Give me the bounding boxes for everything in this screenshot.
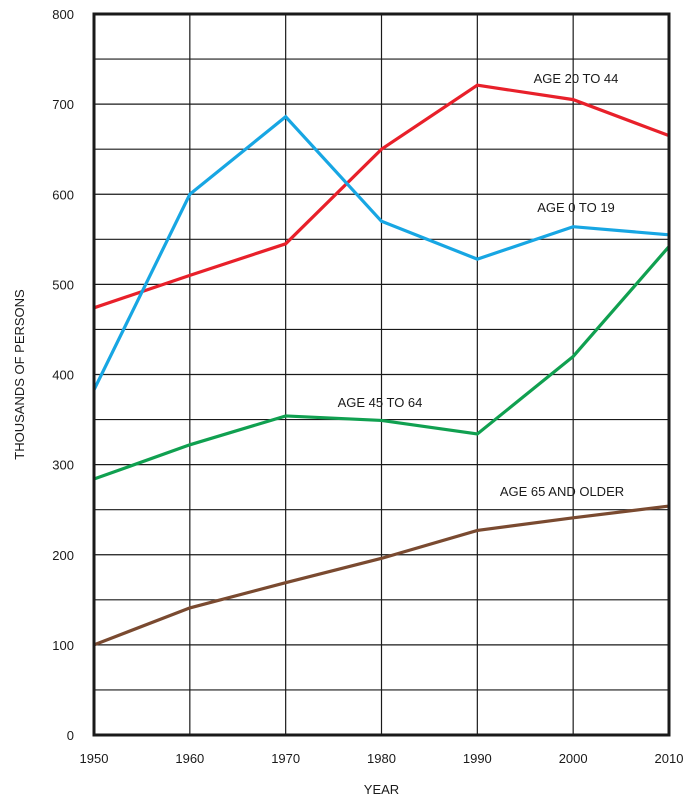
x-axis-title: YEAR	[364, 782, 399, 797]
y-tick-label: 800	[52, 7, 74, 22]
series-line	[92, 114, 670, 391]
y-tick-label: 300	[52, 458, 74, 473]
x-tick-label: 2010	[655, 751, 684, 766]
x-tick-label: 1950	[80, 751, 109, 766]
y-tick-label: 700	[52, 97, 74, 112]
series-label: AGE 45 TO 64	[338, 395, 423, 410]
y-tick-label: 500	[52, 277, 74, 292]
series-lines	[92, 83, 671, 647]
series-line	[93, 245, 671, 481]
series-label: AGE 0 TO 19	[537, 200, 615, 215]
grid-lines	[94, 14, 669, 735]
x-tick-label: 1990	[463, 751, 492, 766]
y-tick-label: 0	[67, 728, 74, 743]
series-line	[93, 504, 670, 647]
y-axis-tick-labels: 0 100 200 300 400 500 600 700 800	[52, 7, 74, 743]
series-line	[93, 83, 670, 310]
y-tick-label: 400	[52, 368, 74, 383]
series-labels: AGE 20 TO 44 AGE 0 TO 19 AGE 45 TO 64 AGE 6…	[338, 71, 625, 499]
y-tick-label: 200	[52, 548, 74, 563]
x-axis-tick-labels: 1950 1960 1970 1980 1990 2000 2010	[80, 751, 684, 766]
x-tick-label: 1980	[367, 751, 396, 766]
y-axis-title: THOUSANDS OF PERSONS	[12, 289, 27, 460]
x-tick-label: 1960	[175, 751, 204, 766]
series-label: AGE 65 AND OLDER	[500, 484, 624, 499]
x-tick-label: 1970	[271, 751, 300, 766]
y-tick-label: 100	[52, 638, 74, 653]
plot-frame	[92, 12, 671, 737]
y-tick-label: 600	[52, 187, 74, 202]
series-label: AGE 20 TO 44	[534, 71, 619, 86]
x-tick-label: 2000	[559, 751, 588, 766]
